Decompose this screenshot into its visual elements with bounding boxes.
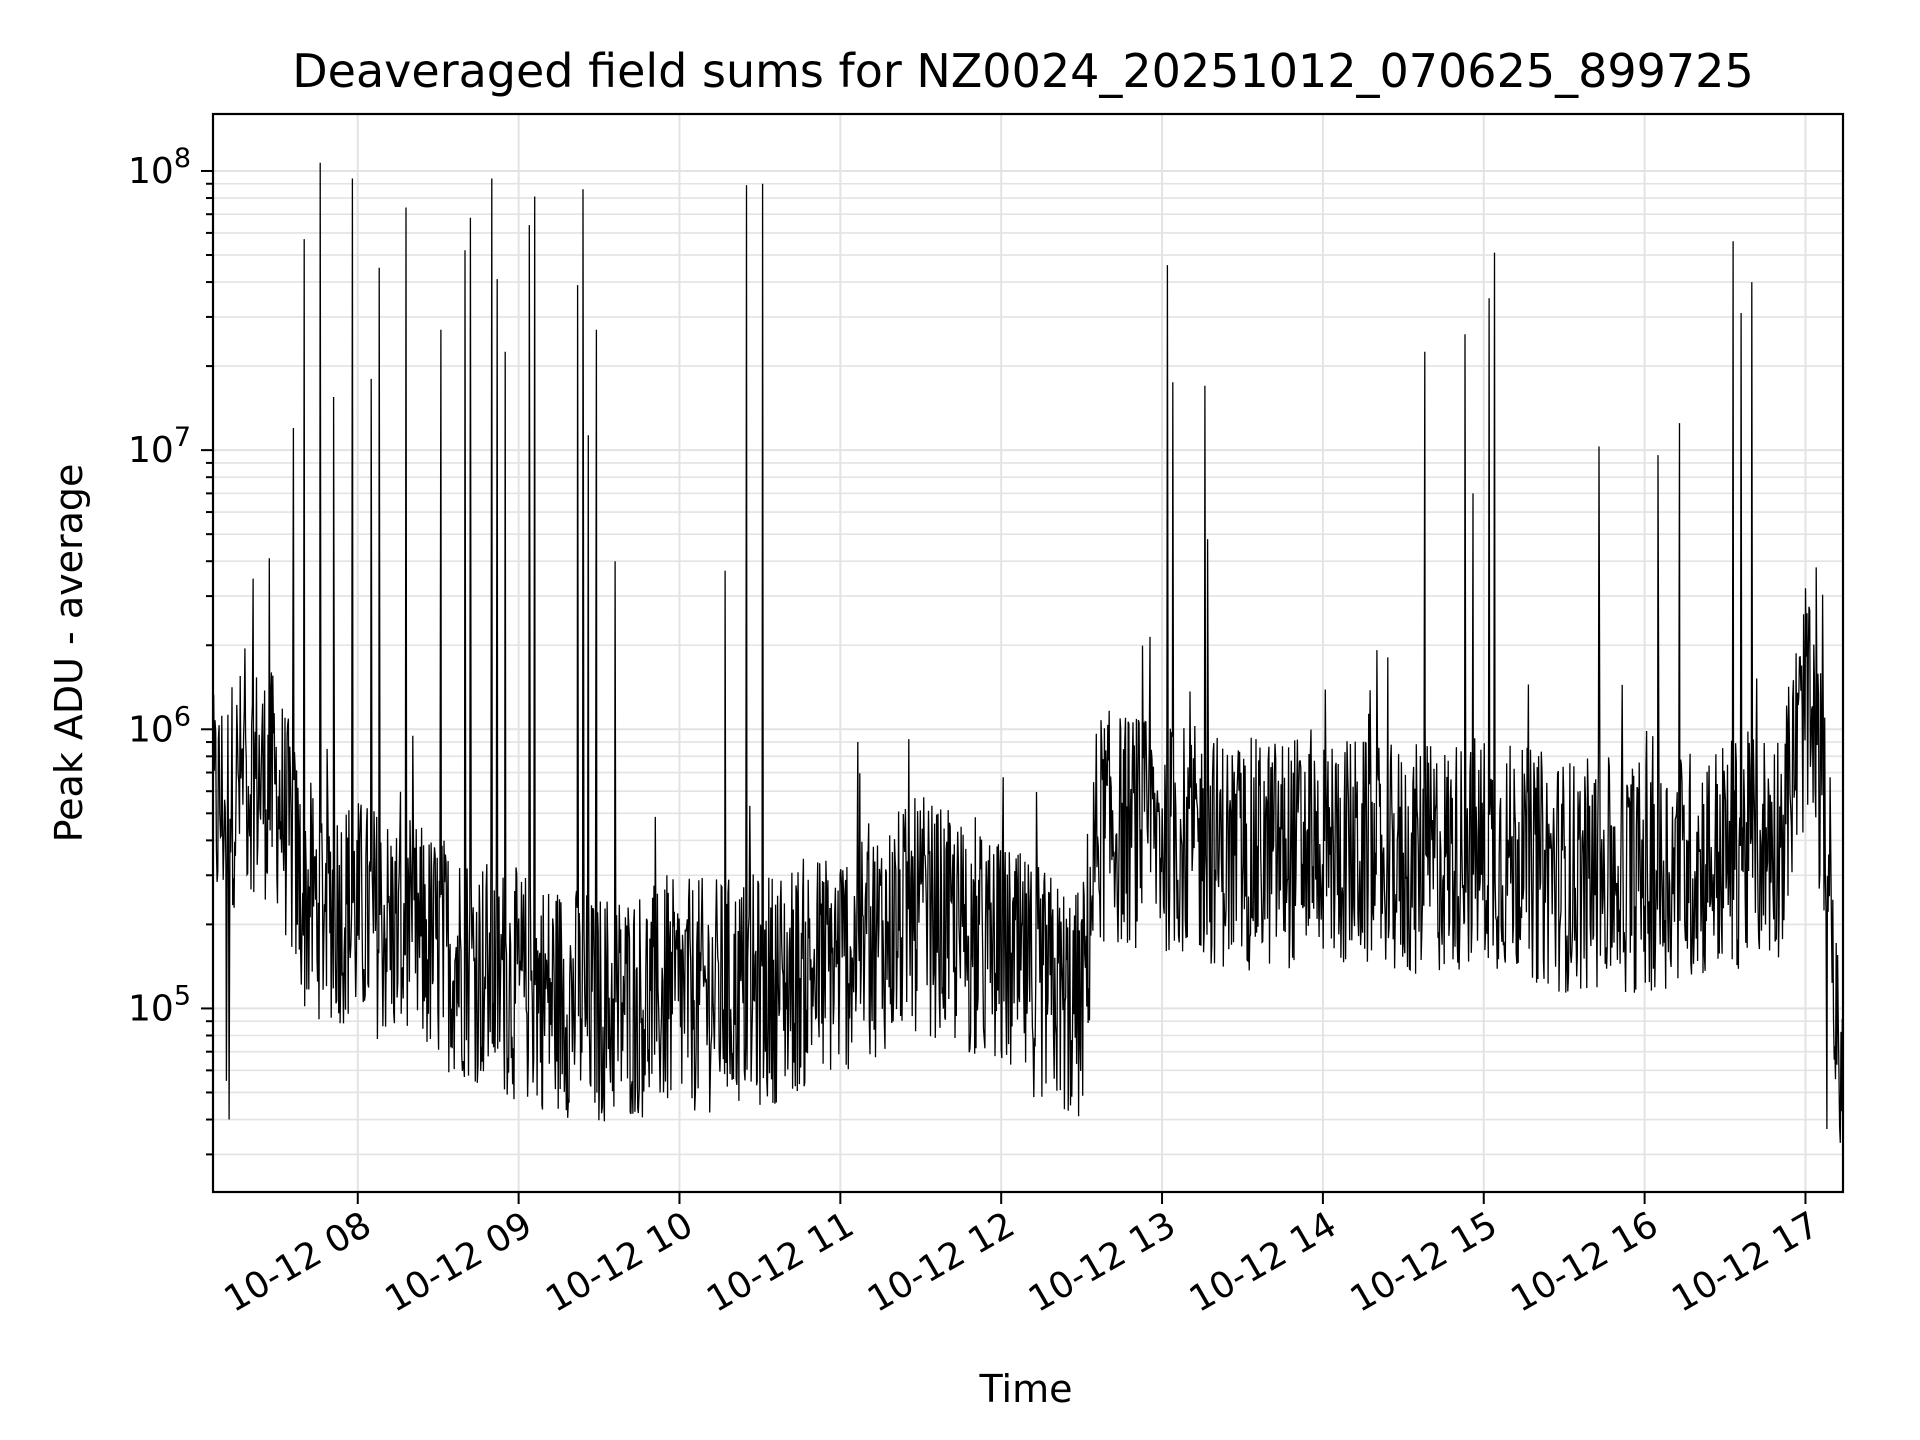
y-tick-label: 105 [128, 980, 191, 1029]
y-axis-label: Peak ADU - average [47, 464, 91, 843]
data-line-series [213, 162, 1843, 1143]
chart-title: Deaveraged field sums for NZ0024_2025101… [292, 44, 1753, 98]
plot-frame [211, 112, 1845, 1194]
y-tick-label: 108 [128, 143, 191, 192]
y-tick-label: 106 [128, 701, 191, 750]
series-line [213, 162, 1843, 1143]
x-axis-label: Time [979, 1367, 1073, 1411]
y-tick-label: 107 [128, 422, 191, 471]
